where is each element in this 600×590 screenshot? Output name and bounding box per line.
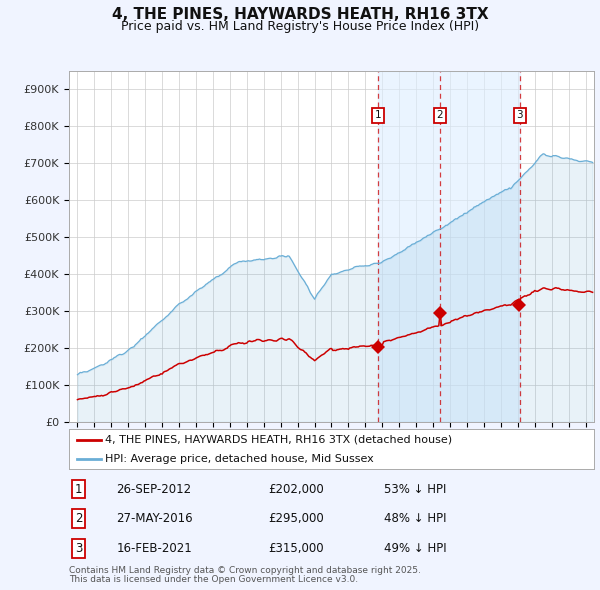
Text: 4, THE PINES, HAYWARDS HEATH, RH16 3TX: 4, THE PINES, HAYWARDS HEATH, RH16 3TX <box>112 7 488 22</box>
Text: 49% ↓ HPI: 49% ↓ HPI <box>384 542 446 555</box>
Text: 1: 1 <box>374 110 381 120</box>
Text: 53% ↓ HPI: 53% ↓ HPI <box>384 483 446 496</box>
Text: Contains HM Land Registry data © Crown copyright and database right 2025.: Contains HM Land Registry data © Crown c… <box>69 566 421 575</box>
Text: This data is licensed under the Open Government Licence v3.0.: This data is licensed under the Open Gov… <box>69 575 358 584</box>
Bar <box>378 71 520 422</box>
Text: 2: 2 <box>437 110 443 120</box>
Text: 3: 3 <box>75 542 82 555</box>
Text: HPI: Average price, detached house, Mid Sussex: HPI: Average price, detached house, Mid … <box>105 454 373 464</box>
Text: £202,000: £202,000 <box>269 483 324 496</box>
Text: 16-FEB-2021: 16-FEB-2021 <box>116 542 192 555</box>
Text: 4, THE PINES, HAYWARDS HEATH, RH16 3TX (detached house): 4, THE PINES, HAYWARDS HEATH, RH16 3TX (… <box>105 435 452 445</box>
Text: 1: 1 <box>75 483 82 496</box>
Text: 26-SEP-2012: 26-SEP-2012 <box>116 483 191 496</box>
Text: 27-MAY-2016: 27-MAY-2016 <box>116 512 193 525</box>
Text: Price paid vs. HM Land Registry's House Price Index (HPI): Price paid vs. HM Land Registry's House … <box>121 20 479 33</box>
Text: 3: 3 <box>517 110 523 120</box>
Text: £315,000: £315,000 <box>269 542 324 555</box>
Text: £295,000: £295,000 <box>269 512 324 525</box>
Text: 48% ↓ HPI: 48% ↓ HPI <box>384 512 446 525</box>
Text: 2: 2 <box>75 512 82 525</box>
